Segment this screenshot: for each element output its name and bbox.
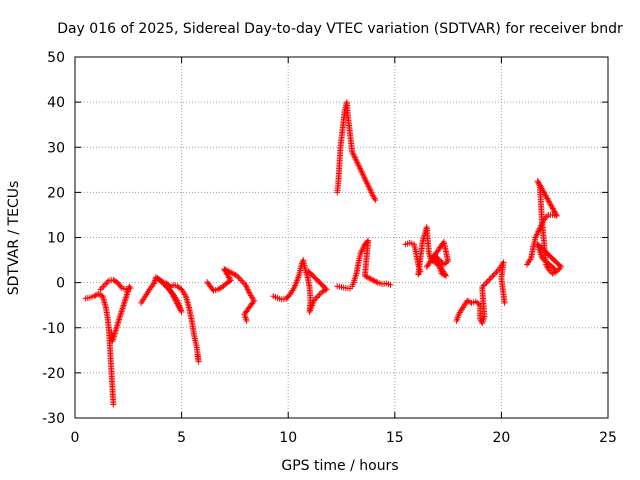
axis-ticks: 0 5 10 15 20 25 -30 -20 -10 0 10 20 30 40 50 [42,50,617,446]
data-point-interp [475,300,482,307]
data-point-interp [170,293,177,300]
y-tick-label: -10 [42,321,65,337]
data-point-interp [175,303,182,310]
data-point-interp [171,296,178,303]
data-point-interp [174,301,181,308]
y-tick-label: 10 [47,231,65,247]
data-point-interp [209,286,216,293]
data-point-interp [480,282,487,289]
x-tick-label: 15 [386,430,404,446]
data-point-interp [306,269,313,276]
data-point-interp [543,213,550,220]
data-point-interp [489,273,496,280]
data-point-interp [174,300,181,307]
data-point-interp [236,275,243,282]
data-point [305,268,312,275]
data-point-interp [117,283,124,290]
data-point-interp [216,285,223,292]
x-tick-label: 5 [177,430,186,446]
data-point [178,308,185,315]
data-point-interp [239,278,246,285]
data-point-interp [436,257,443,264]
data-point-interp [486,276,493,283]
y-axis-label: SDTVAR / TECUs [6,181,22,296]
data-point-interp [172,297,179,304]
data-point [315,293,322,300]
data-point [483,279,490,286]
data-point [372,197,379,204]
data-point [387,281,394,288]
chart-title: Day 016 of 2025, Sidereal Day-to-day VTE… [57,21,623,37]
data-point-interp [443,259,450,266]
data-point [155,276,162,283]
data-point-interp [168,290,175,297]
data-point-interp [493,269,500,276]
data-point [243,317,250,324]
data-point [501,299,508,306]
data-point-interp [151,278,158,285]
data-point-interp [313,294,320,301]
data-point [492,270,499,277]
data-point-interp [484,278,491,285]
x-tick-label: 25 [599,430,617,446]
data-point-interp [177,306,184,313]
data-point-interp [482,281,489,288]
data-point-interp [103,280,110,287]
data-point-interp [438,258,445,265]
x-axis-label: GPS time / hours [281,458,398,474]
data-point-interp [99,284,106,291]
data-point-interp [169,291,176,298]
data-point-interp [92,292,99,299]
y-tick-label: -20 [42,366,65,382]
data-point-interp [156,276,163,283]
y-tick-label: 50 [47,50,65,66]
data-point [423,263,430,270]
y-tick-label: 0 [56,276,65,292]
y-tick-label: -30 [42,411,65,427]
data-point [434,254,441,261]
y-tick-label: 20 [47,185,65,201]
data-point [194,351,201,358]
y-tick-label: 30 [47,140,65,156]
data-point-interp [490,272,497,279]
data-point-interp [167,287,174,294]
data-point-interp [176,304,183,311]
data-point-interp [424,262,431,269]
data-point-interp [100,283,107,290]
data-point-interp [177,307,184,314]
data-point-interp [96,291,103,298]
data-points [82,99,565,408]
data-point [487,275,494,282]
data-point-interp [173,299,180,306]
data-point [551,266,558,273]
data-point [108,329,115,336]
data-point [110,401,117,408]
x-tick-label: 0 [71,430,80,446]
data-point-interp [171,294,178,301]
y-tick-label: 40 [47,95,65,111]
x-tick-label: 10 [279,430,297,446]
data-point-interp [316,291,323,298]
gridlines [75,57,608,418]
data-point-interp [435,256,442,263]
data-point-interp [550,264,557,271]
x-tick-label: 20 [492,430,510,446]
data-point-interp [373,278,380,285]
data-point-interp [149,281,156,288]
